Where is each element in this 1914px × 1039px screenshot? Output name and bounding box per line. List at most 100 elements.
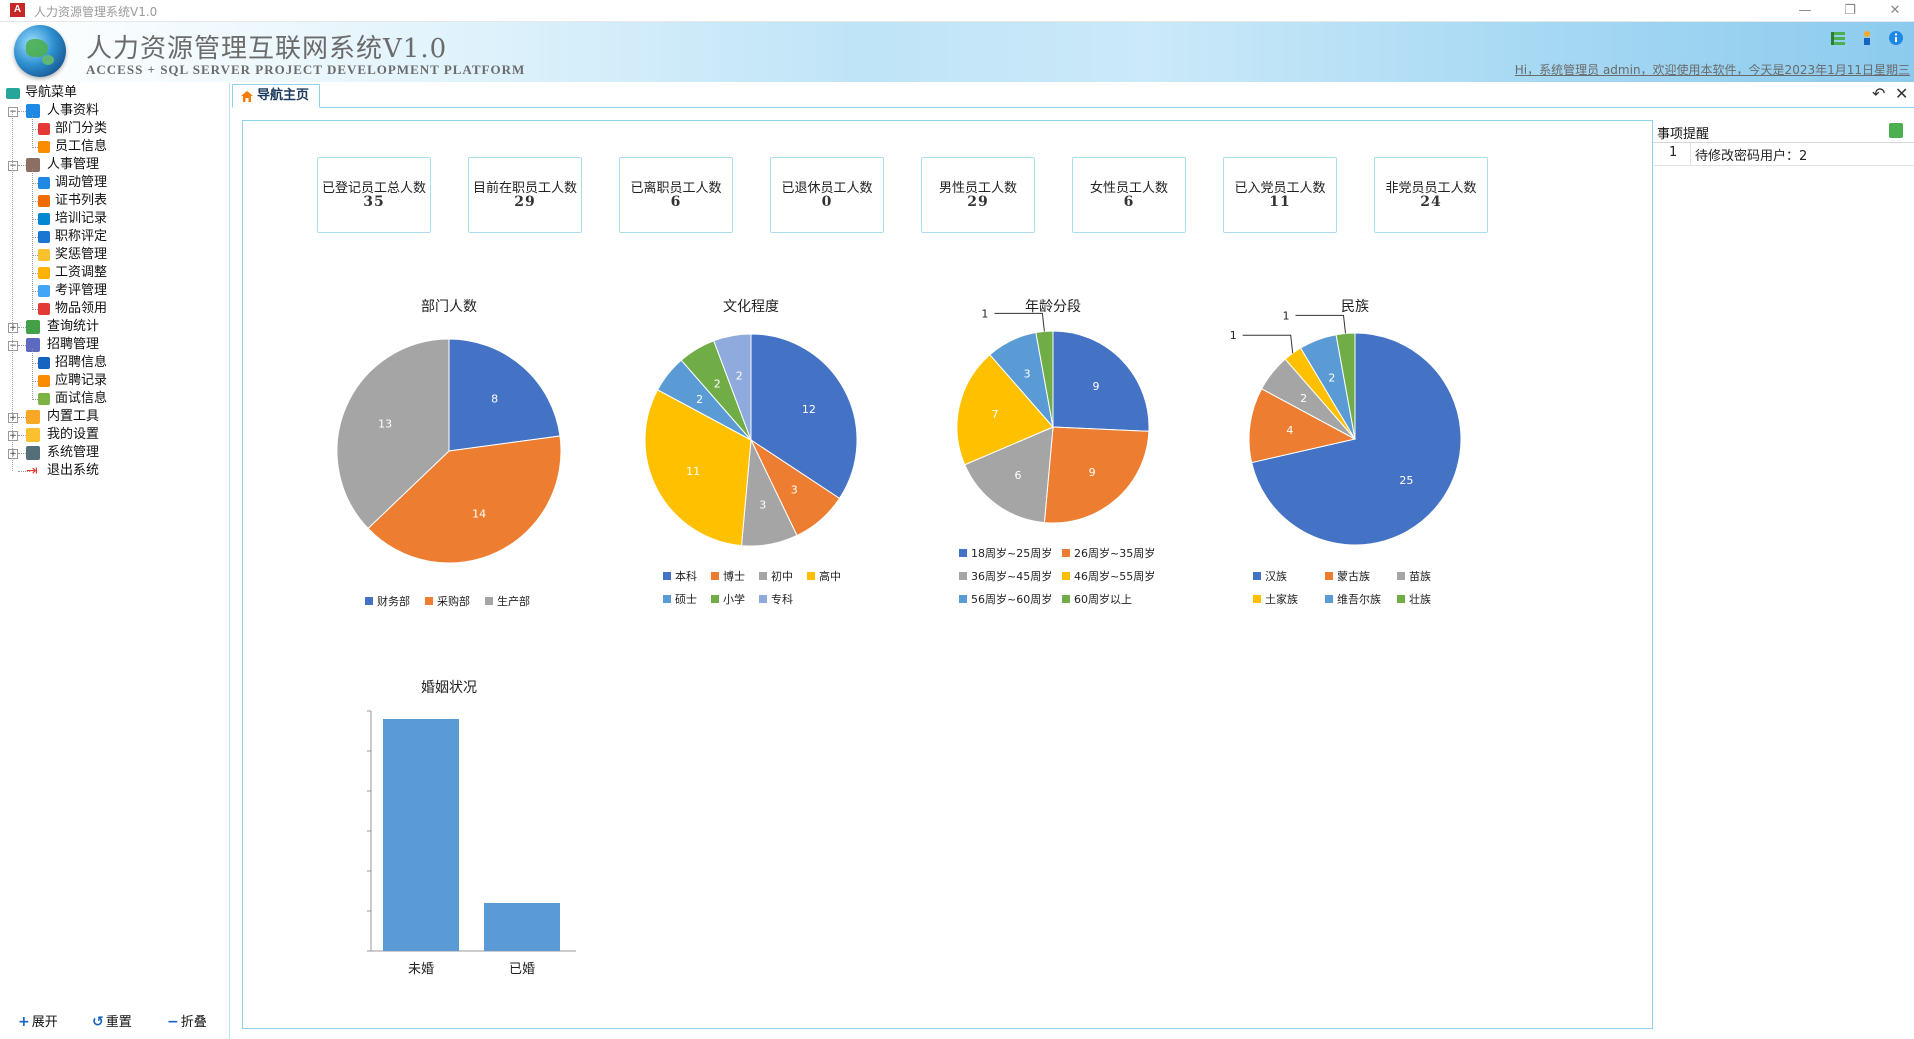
sidebar-group-2[interactable]: + 查询统计 [8,317,223,337]
reminder-row[interactable]: 1 待修改密码用户：2 [1653,143,1914,166]
callout-line [994,312,1045,332]
sidebar-item-1-2[interactable]: 培训记录 [32,209,222,229]
refresh-icon[interactable] [1889,123,1903,138]
legend-swatch [807,572,815,580]
slice-label: 3 [759,499,766,512]
stat-label: 已登记员工总人数 [321,181,426,196]
sidebar-item-label: 应聘记录 [55,373,108,388]
user-pin-icon[interactable] [1859,30,1875,46]
stat-label: 男性员工人数 [938,181,1017,196]
collapse-toggle-icon[interactable]: − [8,161,18,171]
sidebar-group-5[interactable]: + 我的设置 [8,425,223,445]
sidebar-group-3[interactable]: − 招聘管理 [8,335,223,355]
sidebar-item-0-1[interactable]: 员工信息 [32,137,222,157]
list-icon[interactable] [1830,30,1846,46]
close-window-button[interactable]: ✕ [1889,3,1901,18]
sidebar-item-3-1[interactable]: 应聘记录 [32,371,222,391]
tree-root-label: 导航菜单 [25,85,78,100]
sidebar-item-0-0[interactable]: 部门分类 [32,119,222,139]
stat-card: 已入党员工人数 11 [1223,157,1337,233]
expand-toggle-icon[interactable]: + [8,413,18,423]
legend-label: 本科 [675,569,697,583]
stat-card: 目前在职员工人数 29 [468,157,582,233]
legend-label: 土家族 [1265,592,1298,606]
sidebar-group-label: 内置工具 [47,409,100,424]
sidebar-item-1-5[interactable]: 工资调整 [32,263,222,283]
sidebar-item-1-6[interactable]: 考评管理 [32,281,222,301]
slice-label: 2 [696,393,703,406]
callout-line [1295,314,1346,334]
sidebar-group-6[interactable]: + 系统管理 [8,443,223,463]
slice-label: 11 [686,465,700,478]
slice-label: 9 [1093,380,1100,393]
sidebar-group-0[interactable]: − 人事资料 [8,101,223,121]
reminder-title: 事项提醒 [1657,127,1710,142]
sidebar-item-label: 考评管理 [55,283,108,298]
slice-label: 6 [1015,469,1022,482]
sidebar-item-1-4[interactable]: 奖惩管理 [32,245,222,265]
sidebar-item-1-7[interactable]: 物品领用 [32,299,222,319]
info-icon[interactable] [1888,30,1904,46]
reminder-panel: 事项提醒 1 待修改密码用户：2 [1652,120,1914,1027]
sidebar-item-label: 调动管理 [55,175,108,190]
expand-label: 展开 [31,1015,58,1030]
minus-icon: − [167,1014,179,1030]
legend-label: 60周岁以上 [1074,592,1132,606]
evaluation-icon [38,285,50,297]
app-subtitle: ACCESS + SQL SERVER PROJECT DEVELOPMENT … [86,62,526,77]
stat-value: 6 [1123,194,1135,210]
welcome-message[interactable]: Hi，系统管理员 admin，欢迎使用本软件，今天是2023年1月11日星期三 [1514,63,1910,77]
minimize-button[interactable]: — [1798,3,1812,18]
slice-label: 1 [981,307,988,320]
legend-label: 博士 [723,570,745,583]
collapse-toggle-icon[interactable]: − [8,341,18,351]
close-tab-icon[interactable]: ✕ [1895,84,1909,103]
sidebar-item-1-1[interactable]: 证书列表 [32,191,222,211]
slice-label: 13 [378,418,392,431]
back-icon[interactable]: ↶ [1872,84,1886,103]
sidebar-item-1-3[interactable]: 职称评定 [32,227,222,247]
tab-home[interactable]: 导航主页 [232,84,320,108]
dashboard-panel: 已登记员工总人数 35 目前在职员工人数 29 已离职员工人数 6 已退休员工人数 0 男性员工… [242,120,1653,1029]
sidebar-item-1-0[interactable]: 调动管理 [32,173,222,193]
transfer-icon [38,177,50,189]
sidebar-group-label: 查询统计 [47,319,100,334]
legend-swatch [759,572,767,580]
expand-toggle-icon[interactable]: + [8,323,18,333]
collapse-label: 折叠 [180,1015,207,1030]
legend-swatch [1325,595,1333,603]
sidebar-group-label: 人事资料 [47,103,100,118]
pie-slice [644,389,752,547]
expand-toggle-icon[interactable]: + [8,449,18,459]
reset-button[interactable]: ↺ 重置 [92,1011,132,1034]
legend-label: 18周岁~25周岁 [971,546,1052,560]
stat-card: 女性员工人数 6 [1072,157,1186,233]
pie-slice [713,333,752,441]
legend-swatch [663,572,671,580]
expand-toggle-icon[interactable]: + [8,431,18,441]
sidebar-group-label: 人事管理 [47,157,100,172]
org-chart-icon [38,123,50,135]
collapse-toggle-icon[interactable]: − [8,107,18,117]
sidebar-group-4[interactable]: + 内置工具 [8,407,223,427]
sidebar-group-1[interactable]: − 人事管理 [8,155,223,175]
slice-label: 2 [1300,392,1307,405]
sidebar-group-7[interactable]: ⇥ 退出系统 [8,461,223,481]
collapse-button[interactable]: − 折叠 [167,1011,207,1034]
restore-button[interactable]: ❐ [1844,3,1856,18]
slice-label: 1 [1282,309,1289,322]
slice-label: 12 [802,403,816,416]
sidebar-item-3-0[interactable]: 招聘信息 [32,353,222,373]
stat-label: 已退休员工人数 [781,181,873,196]
sidebar-item-3-2[interactable]: 面试信息 [32,389,222,409]
sidebar-item-label: 员工信息 [55,139,108,154]
stat-value: 29 [514,194,536,210]
expand-button[interactable]: + 展开 [18,1011,58,1034]
chart-title: 民族 [1341,299,1369,315]
stat-value: 24 [1420,194,1442,210]
legend-swatch [1062,572,1070,580]
refresh-icon: ↺ [92,1014,104,1030]
